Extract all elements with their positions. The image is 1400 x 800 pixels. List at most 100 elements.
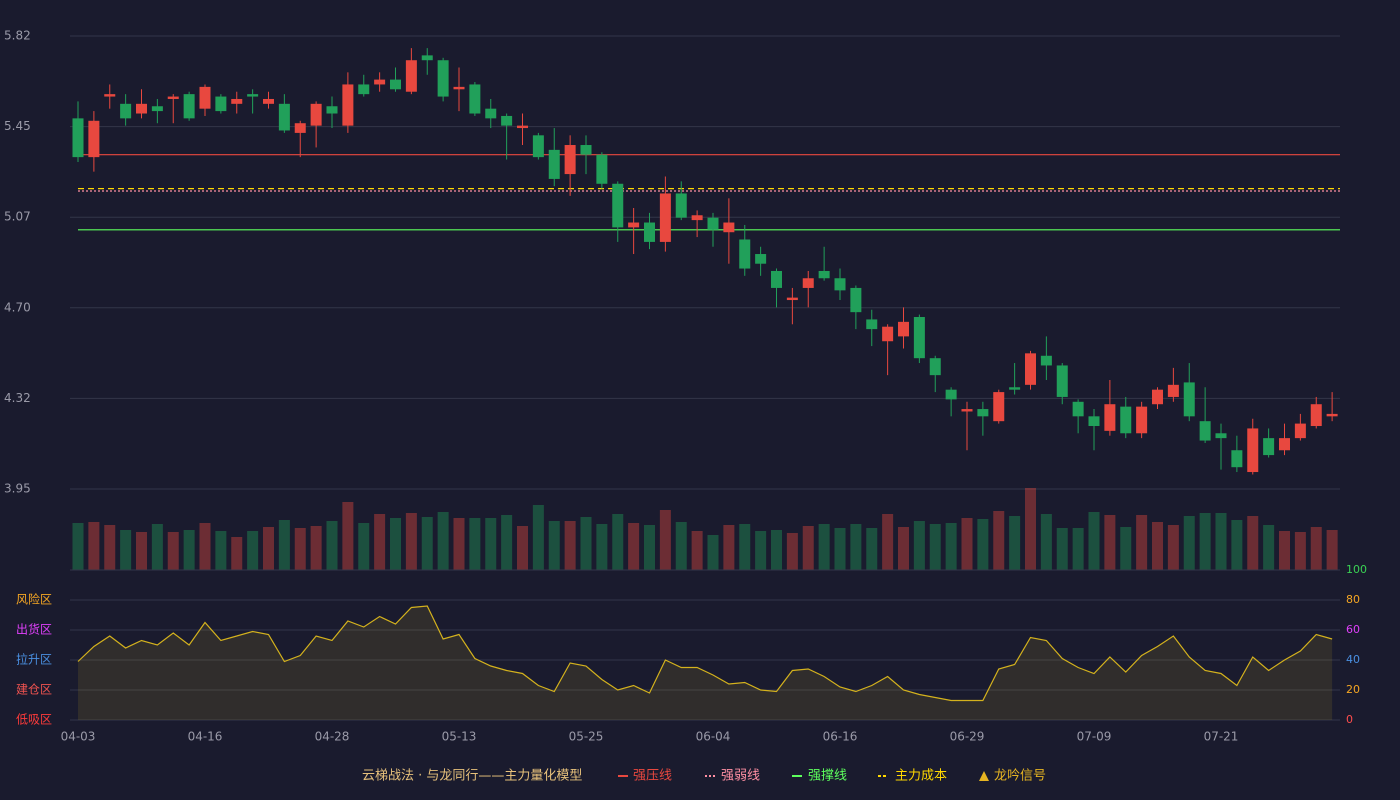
candle-body xyxy=(1231,450,1243,468)
volume-bar xyxy=(1279,531,1290,570)
volume-bar xyxy=(1009,516,1021,570)
volume-bar xyxy=(850,524,862,570)
volume-bar xyxy=(421,517,433,570)
candle-body xyxy=(247,94,259,97)
y-tick-label: 3.95 xyxy=(4,482,31,496)
x-tick-label: 04-16 xyxy=(188,730,223,744)
volume-bar xyxy=(1247,516,1259,570)
x-tick-label: 07-09 xyxy=(1077,730,1112,744)
volume-bar xyxy=(913,521,925,570)
volume-bar xyxy=(945,523,957,570)
volume-bar xyxy=(564,521,576,570)
volume-bar xyxy=(390,518,401,570)
volume-bar xyxy=(580,517,592,570)
candle-body xyxy=(263,98,274,104)
volume-bar xyxy=(1136,515,1148,570)
volume-bar xyxy=(882,514,894,570)
candle-body xyxy=(342,84,354,126)
volume-bar xyxy=(485,518,497,570)
candle-body xyxy=(612,183,624,228)
candle-body xyxy=(326,106,338,114)
candle-body xyxy=(1025,353,1036,385)
candle-body xyxy=(1263,438,1275,456)
candle-body xyxy=(358,84,370,95)
candle-body xyxy=(913,317,925,359)
candle-body xyxy=(1167,384,1179,397)
y-tick-label: 4.70 xyxy=(4,300,31,314)
legend-label: 强压线 xyxy=(633,769,672,784)
x-tick-label: 07-21 xyxy=(1204,730,1239,744)
zone-label: 低吸区 xyxy=(16,713,52,727)
candle-body xyxy=(1072,401,1084,417)
volume-bar xyxy=(278,520,290,570)
volume-bar xyxy=(1152,522,1163,570)
candle-body xyxy=(818,270,830,279)
candle-body xyxy=(802,278,814,288)
candle-body xyxy=(485,108,497,119)
volume-bar xyxy=(405,513,417,570)
zone-label: 出货区 xyxy=(16,622,52,637)
candle-body xyxy=(405,60,417,92)
candle-body xyxy=(850,287,862,313)
volume-bar xyxy=(961,518,973,570)
candle-body xyxy=(1088,416,1100,427)
volume-bar xyxy=(231,537,243,570)
volume-bar xyxy=(358,523,370,570)
volume-bar xyxy=(929,524,941,570)
zone-label: 拉升区 xyxy=(16,652,52,667)
volume-bar xyxy=(120,530,132,570)
legend-label: 龙吟信号 xyxy=(994,768,1046,784)
candle-body xyxy=(1120,406,1132,434)
candle-body xyxy=(882,326,894,342)
y-tick-label: 20 xyxy=(1346,683,1360,696)
volume-bar xyxy=(72,523,84,570)
candle-body xyxy=(1294,423,1306,439)
candle-body xyxy=(945,389,957,400)
candle-body xyxy=(167,96,179,99)
volume-bar xyxy=(898,527,909,570)
volume-bar xyxy=(167,532,179,570)
volume-bar xyxy=(739,524,751,570)
volume-bar xyxy=(1072,528,1084,570)
candle-body xyxy=(136,103,147,114)
candle-body xyxy=(390,79,401,90)
volume-bar xyxy=(104,525,116,570)
candle-body xyxy=(644,222,655,242)
volume-bar xyxy=(88,522,100,570)
volume-bar xyxy=(866,528,878,570)
candle-body xyxy=(755,254,767,264)
candle-body xyxy=(961,409,973,412)
candle-body xyxy=(596,154,608,184)
volume-bar xyxy=(294,528,306,570)
candle-body xyxy=(1279,438,1290,451)
volume-bar xyxy=(993,511,1005,570)
volume-bar xyxy=(1199,513,1211,570)
volume-bar xyxy=(517,526,528,570)
candle-body xyxy=(1040,355,1052,366)
oscillator-line xyxy=(77,605,1333,702)
candle-body xyxy=(120,103,132,119)
candle-body xyxy=(1215,433,1227,439)
candle-body xyxy=(1104,404,1116,431)
volume-bar xyxy=(1167,525,1179,570)
volume-bar xyxy=(802,526,814,570)
x-tick-label: 06-29 xyxy=(950,730,985,744)
volume-bar xyxy=(675,522,687,570)
candle-body xyxy=(1310,404,1322,427)
volume-bar xyxy=(1231,520,1243,570)
x-tick-label: 05-25 xyxy=(569,730,604,744)
candle-body xyxy=(421,55,433,61)
volume-bar xyxy=(628,523,640,570)
candle-body xyxy=(1056,365,1068,397)
candle-body xyxy=(786,297,798,301)
volume-bar xyxy=(453,518,465,570)
y-tick-label: 100 xyxy=(1346,563,1367,576)
candle-body xyxy=(517,125,528,129)
volume-bar xyxy=(818,524,830,570)
candle-body xyxy=(1326,413,1338,417)
candle-body xyxy=(834,278,846,291)
volume-bar xyxy=(1120,527,1132,570)
volume-bar xyxy=(151,524,163,570)
candle-body xyxy=(1009,387,1021,390)
